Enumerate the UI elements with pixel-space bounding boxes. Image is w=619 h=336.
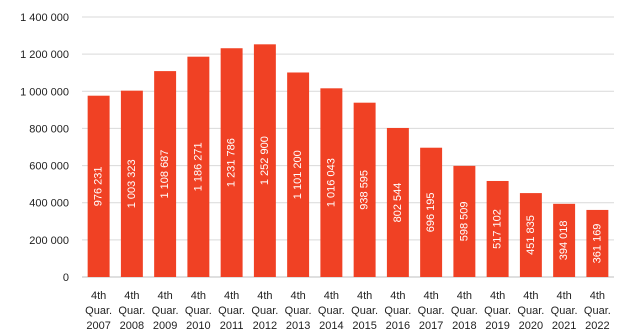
x-tick-label: 4th: [423, 290, 438, 302]
y-axis-tick-labels: 0 200 000 400 000 600 000 800 000 1 000 000 1 …: [20, 12, 69, 284]
bar: [120, 90, 143, 277]
x-tick-label: 4th: [523, 290, 538, 302]
x-tick-label: 2013: [286, 320, 310, 332]
bar: [154, 71, 177, 277]
x-tick-label: 2018: [452, 320, 476, 332]
bars: 976 231 1 003 323 1 108 687 1 186 271 1 231 …: [87, 44, 609, 278]
x-tick-label: 4th: [257, 290, 272, 302]
x-tick-label: 2021: [552, 320, 576, 332]
bar-data-label: 1 003 323: [126, 159, 138, 208]
x-tick-label: Quar.: [318, 305, 345, 317]
x-tick-label: Quar.: [584, 305, 611, 317]
bar: [320, 88, 343, 277]
bar: [519, 193, 542, 277]
x-tick-label: 4th: [556, 290, 571, 302]
x-tick-label: 4th: [590, 290, 605, 302]
x-tick-label: 2007: [86, 320, 110, 332]
bar: [87, 95, 110, 277]
bar-data-label: 517 102: [492, 209, 504, 249]
x-tick-label: 4th: [490, 290, 505, 302]
bar: [187, 56, 210, 277]
x-tick-label: Quar.: [85, 305, 112, 317]
x-tick-label: 2010: [186, 320, 210, 332]
y-tick-label: 600 000: [29, 161, 69, 173]
y-tick-label: 0: [63, 272, 69, 284]
bar: [453, 165, 476, 277]
x-tick-label: 4th: [457, 290, 472, 302]
x-tick-label: Quar.: [517, 305, 544, 317]
bar: [586, 209, 609, 277]
x-tick-label: 2012: [253, 320, 277, 332]
x-tick-label: Quar.: [218, 305, 245, 317]
y-tick-label: 1 200 000: [20, 49, 69, 61]
x-tick-label: 2022: [585, 320, 609, 332]
x-tick-label: Quar.: [451, 305, 478, 317]
bar: [287, 72, 310, 278]
bar: [420, 147, 443, 277]
x-tick-label: Quar.: [118, 305, 145, 317]
bar-data-label: 1 101 200: [292, 150, 304, 199]
x-tick-label: 4th: [91, 290, 106, 302]
x-tick-label: 4th: [390, 290, 405, 302]
x-tick-label: Quar.: [152, 305, 179, 317]
bar-data-label: 802 544: [392, 183, 404, 223]
y-tick-label: 200 000: [29, 235, 69, 247]
x-tick-label: 2016: [386, 320, 410, 332]
x-tick-label: 4th: [224, 290, 239, 302]
bar-data-label: 1 186 271: [192, 142, 204, 191]
x-tick-label: 4th: [357, 290, 372, 302]
x-axis-tick-labels: 4th Quar. 2007 4th Quar. 2008 4th Quar. 2009 4th Q…: [85, 290, 611, 332]
x-tick-label: 4th: [124, 290, 139, 302]
y-tick-label: 400 000: [29, 198, 69, 210]
bar-data-label: 1 231 786: [226, 138, 238, 187]
bar-data-label: 598 509: [458, 202, 470, 242]
y-tick-label: 1 000 000: [20, 86, 69, 98]
bar-data-label: 1 016 043: [325, 158, 337, 207]
x-tick-label: 2014: [319, 320, 343, 332]
bar-data-label: 696 195: [425, 192, 437, 232]
bar: [386, 127, 409, 278]
x-tick-label: 2015: [352, 320, 376, 332]
bar-data-label: 938 595: [359, 170, 371, 210]
x-tick-label: 4th: [324, 290, 339, 302]
bar: [253, 44, 276, 277]
bar-data-label: 976 231: [93, 166, 105, 206]
x-tick-label: 2017: [419, 320, 443, 332]
x-tick-label: 4th: [191, 290, 206, 302]
bar-data-label: 1 252 900: [259, 136, 271, 185]
x-tick-label: Quar.: [185, 305, 212, 317]
bar: [353, 102, 376, 277]
x-tick-label: Quar.: [418, 305, 445, 317]
x-tick-label: Quar.: [285, 305, 312, 317]
bar: [220, 48, 243, 277]
bar-data-label: 394 018: [558, 221, 570, 261]
bar-data-label: 451 835: [525, 215, 537, 255]
bar-data-label: 1 108 687: [159, 150, 171, 199]
x-tick-label: 2008: [120, 320, 144, 332]
x-tick-label: 2019: [485, 320, 509, 332]
x-tick-label: 2020: [519, 320, 543, 332]
x-tick-label: Quar.: [351, 305, 378, 317]
x-tick-label: 4th: [157, 290, 172, 302]
bar: [553, 203, 576, 277]
x-tick-label: 2009: [153, 320, 177, 332]
y-tick-label: 800 000: [29, 123, 69, 135]
x-tick-label: Quar.: [384, 305, 411, 317]
bar: [486, 180, 509, 277]
x-tick-label: Quar.: [484, 305, 511, 317]
bar-data-label: 361 169: [591, 224, 603, 264]
x-tick-label: Quar.: [551, 305, 578, 317]
y-tick-label: 1 400 000: [20, 12, 69, 24]
x-tick-label: 4th: [290, 290, 305, 302]
x-tick-label: 2011: [220, 320, 244, 332]
x-tick-label: Quar.: [251, 305, 278, 317]
